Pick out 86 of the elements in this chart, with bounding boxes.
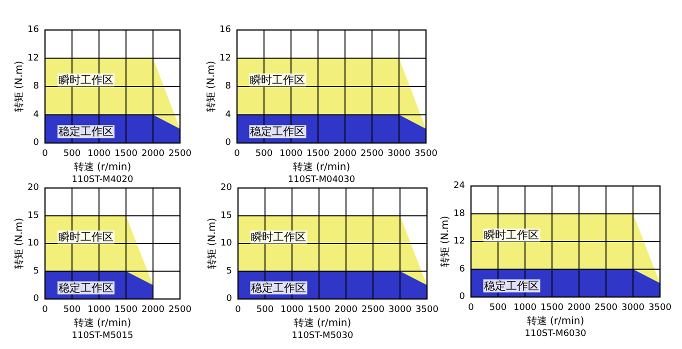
y-axis-title: 转矩 (N.m) [205, 60, 217, 112]
y-tick-label: 18 [454, 208, 466, 219]
x-tick-label: 1500 [308, 305, 331, 315]
y-axis-title: 转矩 (N.m) [13, 218, 25, 270]
text: 110ST-M5030 [292, 331, 354, 341]
x-tick-label: 1500 [114, 305, 138, 315]
text: 110ST-M5015 [72, 331, 134, 341]
x-tick-label: 1000 [280, 149, 303, 159]
x-tick-label: 3500 [414, 149, 438, 159]
x-tick-label: 2500 [594, 303, 618, 313]
x-tick-label: 0 [42, 305, 48, 315]
y-tick-label: 0 [226, 294, 232, 304]
x-axis-title: 转速 (r/min) [526, 315, 584, 327]
x-tick-label: 2500 [360, 149, 384, 159]
y-tick-label: 15 [28, 210, 39, 221]
y-tick-label: 0 [33, 138, 40, 148]
x-tick-label: 2000 [334, 305, 358, 315]
x-tick-label: 500 [256, 305, 274, 315]
y-tick-label: 8 [33, 82, 40, 92]
x-axis-title: 转速 (r/min) [74, 317, 132, 329]
y-tick-label: 16 [220, 25, 232, 35]
x-tick-label: 3500 [648, 303, 672, 313]
y-axis-title: 转矩 (N.m) [439, 216, 451, 268]
x-tick-label: 2000 [142, 305, 165, 315]
x-tick-label: 1500 [114, 149, 138, 159]
x-tick-label: 2500 [362, 305, 385, 315]
y-tick-label: 4 [33, 110, 40, 120]
y-tick-label: 8 [225, 82, 232, 92]
x-tick-label: 500 [489, 303, 507, 313]
series-label: 稳定工作区 [58, 281, 114, 294]
y-tick-label: 0 [225, 138, 232, 148]
x-tick-label: 1000 [280, 305, 304, 315]
x-tick-label: 0 [234, 149, 240, 159]
x-axis-title: 转速 (r/min) [292, 161, 350, 173]
y-tick-label: 15 [220, 210, 232, 221]
series-label: 稳定工作区 [250, 125, 306, 138]
y-tick-label: 4 [225, 110, 232, 120]
series-label: 稳定工作区 [251, 281, 306, 294]
y-tick-label: 6 [459, 264, 466, 274]
x-axis-title: 转速 (r/min) [74, 161, 132, 173]
text: 110ST-M4020 [72, 175, 134, 185]
y-tick-label: 0 [459, 292, 466, 302]
y-tick-label: 12 [28, 53, 39, 64]
y-tick-label: 20 [220, 183, 232, 193]
x-tick-label: 1500 [540, 303, 564, 313]
text: 110ST-M6030 [524, 329, 587, 339]
x-tick-label: 0 [235, 305, 242, 315]
x-tick-label: 0 [468, 303, 474, 313]
x-tick-label: 500 [63, 305, 81, 315]
x-tick-label: 2000 [568, 303, 591, 313]
x-tick-label: 2000 [142, 149, 165, 159]
y-tick-label: 12 [454, 236, 465, 246]
series-label: 稳定工作区 [484, 279, 540, 292]
x-tick-label: 1000 [88, 305, 111, 315]
y-tick-label: 10 [220, 238, 232, 248]
series-label: 瞬时工作区 [58, 73, 114, 86]
y-tick-label: 0 [33, 294, 40, 304]
y-axis-title: 转矩 (N.m) [13, 60, 25, 112]
x-tick-label: 3000 [388, 149, 411, 159]
y-tick-label: 10 [28, 238, 40, 248]
series-label: 稳定工作区 [58, 125, 114, 138]
x-tick-label: 1000 [514, 303, 537, 313]
series-label: 瞬时工作区 [484, 228, 540, 242]
y-tick-label: 24 [454, 181, 466, 191]
x-tick-label: 3000 [388, 305, 412, 315]
text: 110ST-M04030 [288, 175, 356, 185]
y-tick-label: 5 [226, 266, 232, 276]
x-tick-label: 500 [255, 149, 273, 159]
x-tick-label: 2500 [168, 305, 192, 315]
y-tick-label: 20 [28, 183, 40, 193]
x-tick-label: 0 [42, 149, 48, 159]
series-label: 瞬时工作区 [250, 73, 306, 86]
y-tick-label: 5 [33, 266, 39, 276]
x-tick-label: 1500 [306, 149, 330, 159]
y-tick-label: 12 [220, 53, 231, 64]
x-tick-label: 2500 [168, 149, 192, 159]
series-label: 瞬时工作区 [58, 230, 114, 244]
series-label: 瞬时工作区 [251, 230, 306, 244]
x-tick-label: 1000 [88, 149, 111, 159]
x-tick-label: 3500 [416, 305, 439, 315]
x-axis-title: 转速 (r/min) [294, 317, 352, 329]
x-tick-label: 500 [63, 149, 81, 159]
x-tick-label: 3000 [622, 303, 645, 313]
y-tick-label: 16 [28, 25, 40, 35]
x-tick-label: 2000 [334, 149, 357, 159]
y-axis-title: 转矩 (N.m) [206, 218, 218, 270]
